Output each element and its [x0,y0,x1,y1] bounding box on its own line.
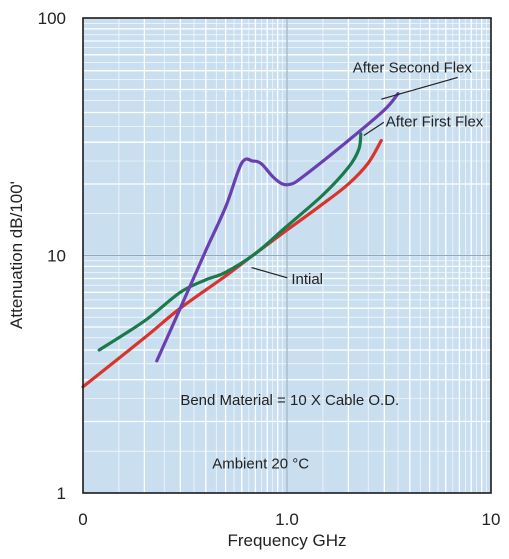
tick-labels: 0 1.0 10 1 10 100 [38,9,501,529]
y-tick-label: 100 [38,9,66,28]
x-axis-title: Frequency GHz [227,531,346,550]
annotation-leader-after-second-flex [381,76,458,100]
series-lines [81,92,400,389]
annotation-after-first-flex: After First Flex [386,113,484,130]
annotation-after-second-flex: After Second Flex [353,59,473,76]
x-tick-label: 10 [482,510,501,529]
grid [83,18,491,493]
annotation-ambient-20-c: Ambient 20 °C [212,455,309,472]
x-tick-label: 1.0 [275,510,299,529]
annotation-intial: Intial [291,271,323,288]
plot-frame [82,17,492,494]
series-line-after-first-flex [97,132,363,352]
x-tick-label: 0 [78,510,87,529]
series-line-after-second-flex [155,92,400,363]
annotation-leader-after-first-flex [363,121,385,137]
annotations: After Second Flex After First Flex Intial B… [180,59,483,472]
y-axis-title: Attenuation dB/100' [7,181,26,329]
annotation-leader-intial [251,266,288,279]
y-tick-label: 10 [47,247,66,266]
y-tick-label: 1 [57,484,66,503]
annotation-bend-material-10-x-cable-o-d: Bend Material = 10 X Cable O.D. [180,392,399,409]
